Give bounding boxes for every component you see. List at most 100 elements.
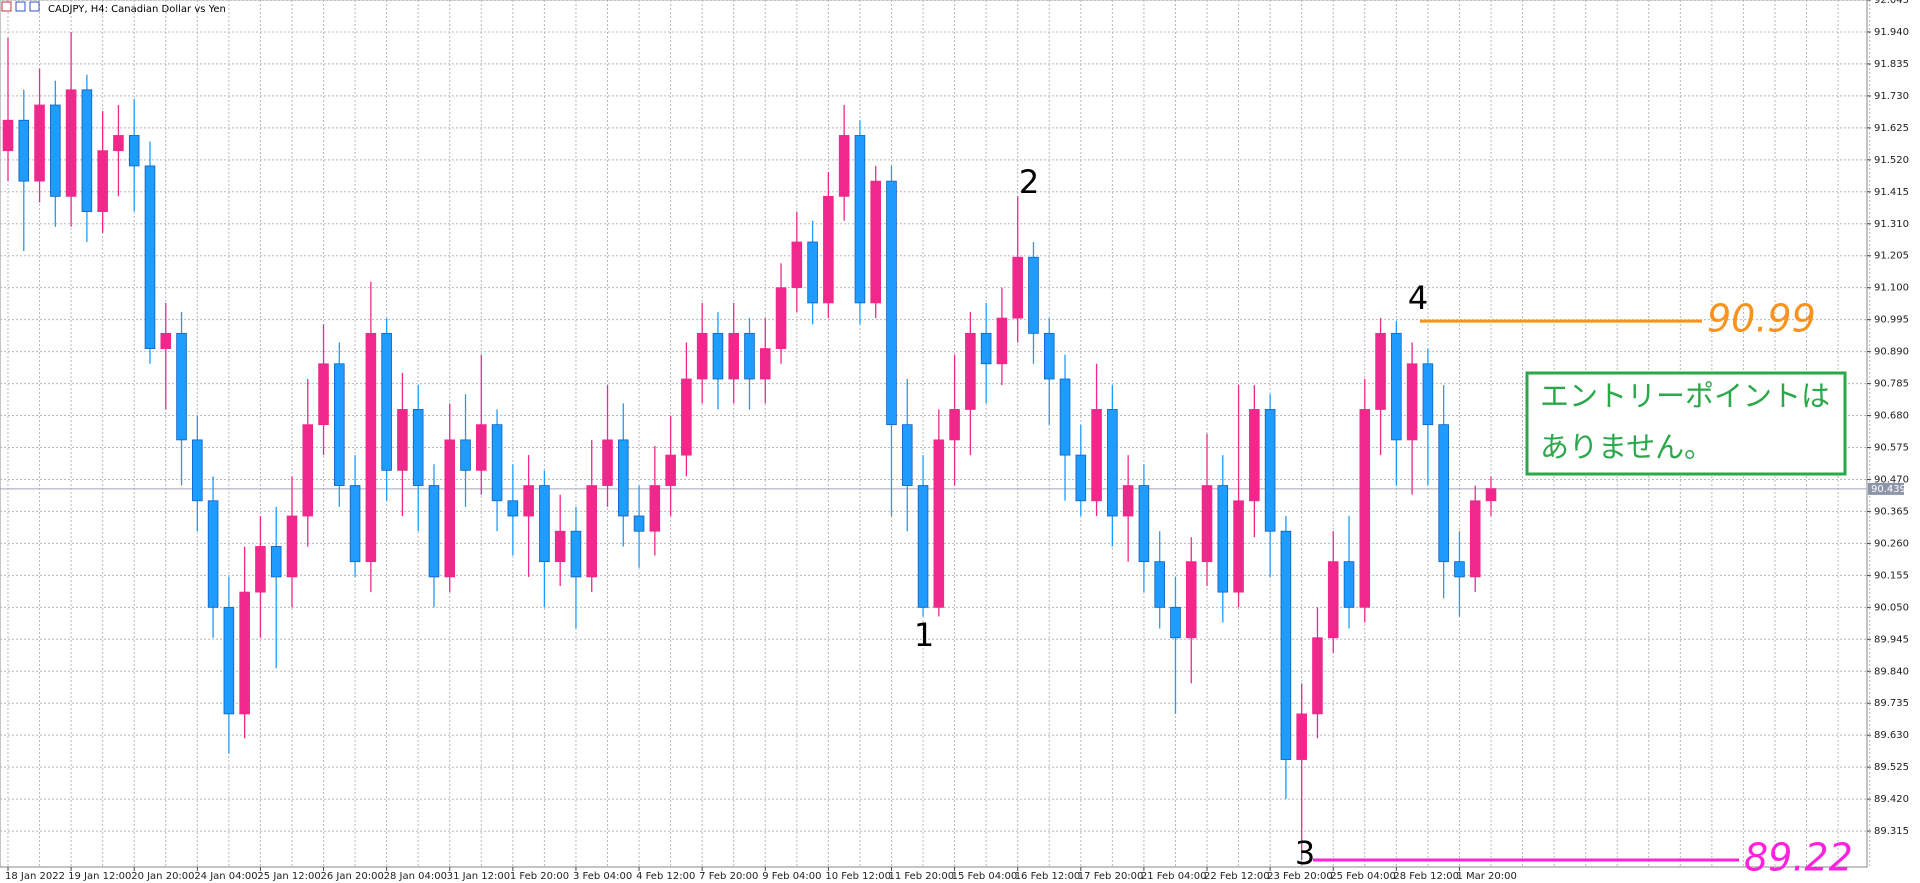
candle-body-down (428, 485, 440, 578)
x-tick-label: 3 Feb 04:00 (573, 871, 632, 882)
y-tick-label: 89.420 (1874, 794, 1909, 805)
candle-body-up (1012, 256, 1023, 319)
candle-body-down (128, 135, 140, 167)
candle-body-up (239, 591, 250, 715)
candle-body-down (980, 332, 992, 365)
candle-body-up (728, 332, 740, 380)
candle-body-up (602, 439, 613, 486)
candle-body-down (207, 500, 219, 608)
candle-body-down (176, 332, 187, 441)
y-tick-label: 90.890 (1874, 347, 1909, 358)
candle-body-down (223, 606, 235, 715)
toolbar-icon[interactable] (29, 1, 40, 12)
y-tick-label: 91.310 (1874, 219, 1909, 230)
candle-body-down (744, 332, 755, 380)
y-tick-label: 89.945 (1874, 634, 1909, 645)
y-tick-label: 90.470 (1874, 474, 1909, 485)
candle-body-down (1138, 485, 1150, 563)
y-tick-label: 91.205 (1874, 251, 1909, 262)
candle-body-up (649, 485, 661, 532)
note-text: エントリーポイントは (1540, 379, 1830, 413)
x-tick-label: 20 Jan 20:00 (131, 871, 194, 882)
candle-body-up (302, 424, 314, 517)
candle-body-up (681, 378, 692, 456)
note-text: ありません。 (1540, 430, 1713, 464)
candle-body-up (775, 287, 787, 349)
candle-body-up (665, 454, 676, 486)
level-label: 90.99 (1707, 297, 1816, 341)
x-tick-label: 31 Jan 12:00 (447, 871, 510, 882)
candle-body-up (97, 150, 108, 212)
candle-body-down (807, 241, 818, 304)
candle-body-down (1438, 424, 1449, 563)
y-tick-label: 90.785 (1874, 379, 1909, 390)
candle-body-up (318, 363, 329, 426)
candle-body-down (1028, 256, 1039, 334)
candle-body-down (491, 424, 503, 502)
candle-body-up (1485, 488, 1497, 502)
candle-body-down (1107, 409, 1118, 517)
candle-body-down (50, 104, 61, 197)
candle-body-up (65, 89, 77, 197)
y-tick-label: 90.575 (1874, 443, 1909, 454)
candle-body-down (1075, 454, 1087, 502)
candle-body-down (349, 485, 361, 563)
x-tick-label: 18 Jan 2022 (5, 871, 65, 882)
candle-body-down (917, 485, 929, 608)
candle-body-down (1043, 332, 1055, 380)
candle-body-up (444, 439, 456, 578)
y-tick-label: 91.835 (1874, 59, 1909, 70)
x-tick-label: 28 Jan 04:00 (384, 871, 447, 882)
candle-body-up (554, 530, 566, 563)
candle-body-up (586, 485, 598, 578)
candle-body-up (996, 317, 1008, 365)
y-tick-label: 92.045 (1874, 0, 1909, 6)
candle-body-up (838, 135, 850, 197)
candle-body-down (854, 135, 866, 304)
candle-body-up (397, 409, 408, 471)
note-box (1525, 371, 1847, 476)
y-tick-label: 91.625 (1874, 123, 1909, 134)
candle-body-down (1170, 606, 1181, 639)
x-tick-label: 15 Feb 04:00 (952, 871, 1018, 882)
candle-body-down (617, 439, 629, 517)
candle-body-up (1327, 561, 1339, 639)
point-label: 1 (914, 616, 934, 654)
y-tick-label: 91.100 (1874, 283, 1909, 294)
toolbar-icon[interactable] (1, 1, 12, 12)
x-tick-label: 28 Feb 12:00 (1393, 871, 1459, 882)
candle-body-down (570, 530, 582, 578)
candle-body-up (113, 135, 124, 152)
candle-body-up (286, 515, 298, 578)
candle-body-down (81, 89, 93, 212)
candle-body-down (18, 119, 30, 182)
y-tick-label: 90.050 (1874, 602, 1909, 613)
y-tick-label: 89.735 (1874, 698, 1909, 709)
candle-body-up (791, 241, 803, 289)
candle-body-up (870, 180, 882, 304)
candle-body-down (507, 500, 519, 517)
y-tick-label: 89.630 (1874, 730, 1909, 741)
current-price-box (1868, 482, 1904, 495)
x-tick-label: 21 Feb 04:00 (1141, 871, 1207, 882)
candle-body-down (633, 515, 645, 532)
candle-body-down (1454, 561, 1465, 578)
candle-body-down (1391, 332, 1402, 441)
point-label: 3 (1295, 834, 1315, 872)
toolbar-icon[interactable] (15, 1, 26, 12)
candle-body-up (1406, 363, 1418, 441)
x-tick-label: 25 Feb 04:00 (1330, 871, 1396, 882)
candle-body-down (1059, 378, 1071, 456)
candle-body-up (933, 439, 945, 608)
candle-body-up (759, 348, 771, 380)
candle-body-up (160, 332, 172, 349)
candle-body-down (1280, 530, 1292, 760)
annotations: 90.99 89.22 (1313, 297, 1853, 879)
y-tick-label: 91.415 (1874, 187, 1909, 198)
candle-body-down (270, 546, 282, 578)
candle-body-up (255, 546, 266, 593)
candle-body-down (1422, 363, 1434, 426)
x-tick-label: 1 Mar 20:00 (1456, 871, 1516, 882)
